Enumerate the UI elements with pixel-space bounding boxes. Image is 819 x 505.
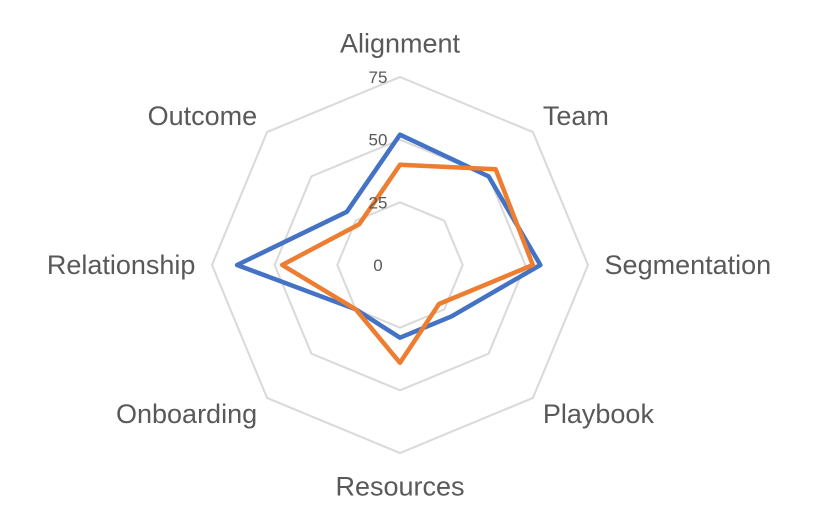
grid-ring <box>336 201 464 329</box>
axis-tick-label: 75 <box>369 68 388 87</box>
grid-ring <box>273 138 527 392</box>
category-label: Playbook <box>543 399 655 429</box>
category-label: Team <box>543 101 609 131</box>
series-line-2 <box>279 162 536 366</box>
grid-ring <box>210 75 590 455</box>
category-label: Alignment <box>340 28 461 58</box>
category-label: Relationship <box>47 250 196 280</box>
category-label: Onboarding <box>116 399 257 429</box>
category-label: Segmentation <box>605 250 772 280</box>
axis-tick-label: 0 <box>373 256 382 275</box>
series-line-1 <box>234 132 543 340</box>
axis-tick-label: 25 <box>369 193 388 212</box>
axis-tick-label: 50 <box>369 131 388 150</box>
category-label: Resources <box>335 472 464 502</box>
category-label: Outcome <box>148 101 258 131</box>
